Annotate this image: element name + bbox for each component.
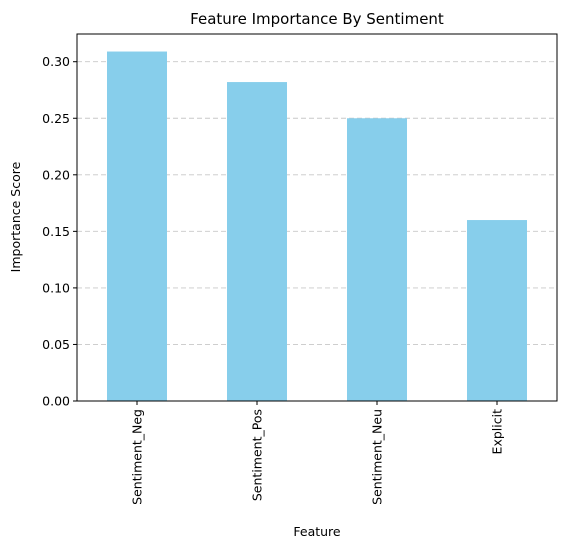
bars xyxy=(107,51,527,402)
x-tick-label: Explicit xyxy=(490,409,505,455)
y-axis-title: Importance Score xyxy=(8,161,23,272)
x-tick-label: Sentiment_Neg xyxy=(130,409,145,505)
y-tick-label: 0.25 xyxy=(42,111,70,126)
x-axis-ticks: Sentiment_Neg Sentiment_Pos Sentiment_Neu E… xyxy=(130,401,505,505)
x-axis-title: Feature xyxy=(293,524,341,539)
y-tick-label: 0.15 xyxy=(42,224,70,239)
y-tick-label: 0.00 xyxy=(42,394,70,409)
y-tick-label: 0.10 xyxy=(42,280,70,295)
bar-explicit xyxy=(467,220,527,401)
x-tick-label: Sentiment_Neu xyxy=(370,409,385,505)
bar-sentiment-neu xyxy=(347,118,407,401)
plot-frame xyxy=(76,33,558,402)
x-tick-label: Sentiment_Pos xyxy=(250,409,265,501)
y-axis-ticks: 0.00 0.05 0.10 0.15 0.20 0.25 0.30 xyxy=(42,54,77,409)
bar-sentiment-neg xyxy=(107,51,167,402)
y-tick-label: 0.05 xyxy=(42,337,70,352)
bar-sentiment-pos xyxy=(227,82,287,401)
y-tick-label: 0.30 xyxy=(42,54,70,69)
y-tick-label: 0.20 xyxy=(42,167,70,182)
chart-title: Feature Importance By Sentiment xyxy=(190,10,444,28)
